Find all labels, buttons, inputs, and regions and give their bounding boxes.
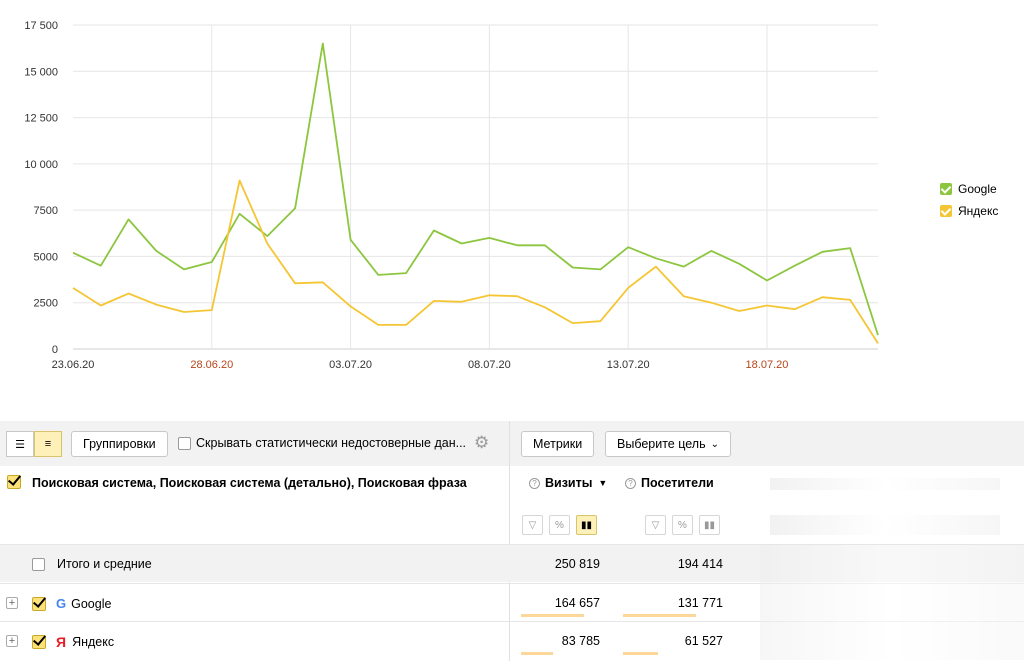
y-tick-label: 10 000	[24, 159, 58, 171]
list-icon: ☰	[15, 438, 25, 451]
legend-item-yandex[interactable]: Яндекс	[940, 200, 998, 222]
visits-share-bar	[521, 652, 553, 655]
bar-chart-icon[interactable]: ▮▮	[576, 515, 597, 535]
hide-unreliable-toggle[interactable]: Скрывать статистически недостоверные дан…	[178, 436, 466, 450]
row-label-text: Итого и средние	[57, 557, 152, 571]
bar-chart-icon[interactable]: ▮▮	[699, 515, 720, 535]
groupings-button[interactable]: Группировки	[71, 431, 168, 457]
filter-icon[interactable]: ▽	[522, 515, 543, 535]
visitors-share-bar	[623, 614, 697, 617]
help-icon[interactable]: ?	[625, 477, 636, 489]
x-tick-label: 18.07.20	[746, 359, 789, 371]
y-tick-label: 15 000	[24, 66, 58, 78]
expand-icon[interactable]: +	[6, 635, 18, 647]
y-tick-label: 17 500	[24, 20, 58, 32]
visitors-header-label: Посетители	[641, 476, 714, 490]
chevron-down-icon: ⌄	[710, 438, 719, 450]
sort-desc-icon: ▼	[598, 478, 608, 488]
row-checkbox[interactable]	[32, 596, 46, 611]
row-label-text: Google	[71, 596, 112, 611]
row-visitors: 131 771	[677, 596, 723, 610]
tree-view-button[interactable]: ≡	[34, 431, 62, 457]
y-tick-label: 0	[52, 344, 58, 356]
total-visits: 250 819	[554, 557, 600, 571]
percent-icon[interactable]: %	[549, 515, 570, 535]
list-view-button[interactable]: ☰	[6, 431, 34, 457]
row-label: G Google	[32, 596, 111, 611]
column-divider	[509, 421, 510, 661]
tree-icon: ≡	[44, 438, 52, 450]
visits-tools: ▽ % ▮▮	[522, 515, 603, 535]
dimensions-header[interactable]: Поисковая система, Поисковая система (де…	[32, 476, 467, 490]
row-visits: 83 785	[561, 634, 600, 648]
y-tick-label: 2500	[34, 298, 58, 310]
goal-select[interactable]: Выберите цель ⌄	[605, 431, 731, 457]
visits-header-label: Визиты	[545, 476, 593, 490]
hide-unreliable-checkbox[interactable]	[178, 436, 191, 450]
goal-select-label: Выберите цель	[617, 437, 706, 451]
chart-area: 0 2500 5000 7500 10 000 12 500 15 000 17 500 23.…	[0, 0, 1024, 420]
obscured-columns	[770, 515, 1000, 535]
row-label: Я Яндекс	[32, 634, 114, 650]
x-tick-label: 03.07.20	[329, 359, 372, 371]
dimensions-checkbox[interactable]	[7, 475, 21, 489]
report-toolbar: ☰ ≡ Группировки Скрывать статистически н…	[0, 421, 1024, 466]
series-line-Google	[72, 42, 879, 336]
chart-legend: Google Яндекс	[940, 178, 998, 222]
legend-checkbox-icon[interactable]	[940, 183, 952, 195]
table-row[interactable]: + G Google 164 657 131 771	[0, 583, 1024, 621]
row-visits: 164 657	[554, 596, 600, 610]
y-tick-label: 7500	[34, 205, 58, 217]
table-row[interactable]: + Я Яндекс 83 785 61 527	[0, 621, 1024, 659]
visitors-header[interactable]: ? Посетители	[625, 476, 714, 490]
view-toggle: ☰ ≡	[6, 431, 62, 457]
y-tick-label: 5000	[34, 251, 58, 263]
row-visitors: 61 527	[684, 634, 723, 648]
percent-icon[interactable]: %	[672, 515, 693, 535]
visitors-tools: ▽ % ▮▮	[645, 515, 726, 535]
obscured-columns	[760, 545, 1024, 660]
yandex-icon: Я	[56, 634, 67, 650]
expand-icon[interactable]: +	[6, 597, 18, 609]
x-tick-label: 08.07.20	[468, 359, 511, 371]
row-checkbox[interactable]	[32, 557, 45, 571]
series-line-Яндекс	[72, 179, 879, 344]
metrics-button[interactable]: Метрики	[521, 431, 595, 457]
row-label: Итого и средние	[32, 557, 152, 571]
visits-header[interactable]: ? Визиты ▼	[529, 476, 607, 490]
line-chart: 0 2500 5000 7500 10 000 12 500 15 000 17 500 23.…	[24, 20, 879, 371]
y-tick-label: 12 500	[24, 113, 58, 125]
legend-item-google[interactable]: Google	[940, 178, 998, 200]
google-icon: G	[56, 596, 67, 611]
x-tick-label: 28.06.20	[190, 359, 233, 371]
total-visitors: 194 414	[677, 557, 723, 571]
legend-label-yandex: Яндекс	[958, 204, 999, 218]
x-tick-label: 13.07.20	[607, 359, 650, 371]
hide-unreliable-label: Скрывать статистически недостоверные дан…	[196, 436, 467, 450]
visitors-share-bar	[623, 652, 658, 655]
help-icon[interactable]: ?	[529, 477, 540, 489]
filter-icon[interactable]: ▽	[645, 515, 666, 535]
row-label-text: Яндекс	[72, 635, 115, 649]
visits-share-bar	[521, 614, 585, 617]
row-checkbox[interactable]	[32, 635, 46, 649]
obscured-columns	[770, 478, 1000, 490]
legend-checkbox-icon[interactable]	[940, 205, 952, 217]
legend-label-google: Google	[958, 182, 997, 196]
gear-icon[interactable]: ⚙	[474, 433, 490, 452]
x-tick-label: 23.06.20	[52, 359, 95, 371]
